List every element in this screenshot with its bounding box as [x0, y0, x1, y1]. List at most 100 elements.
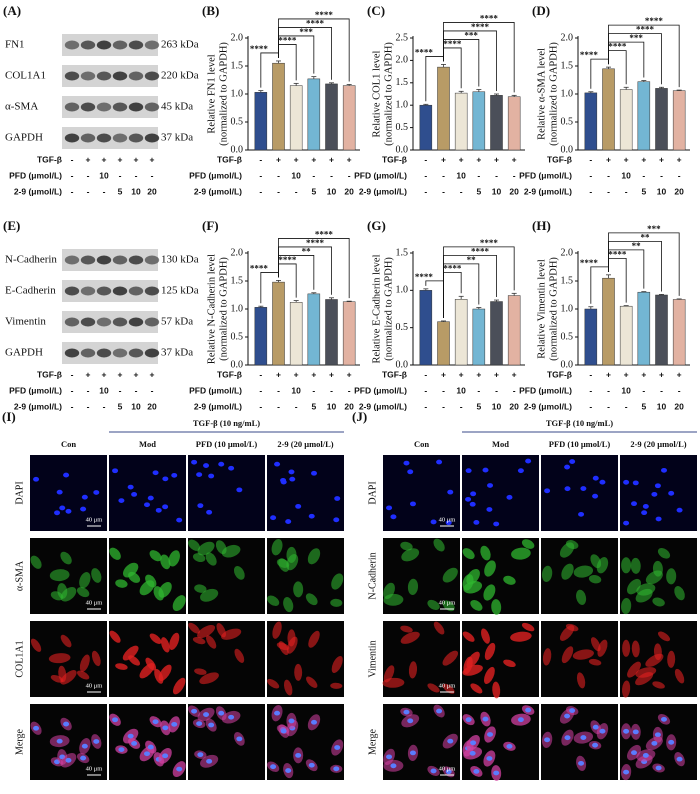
- significance-label: **: [467, 255, 477, 265]
- nucleus: [436, 708, 443, 714]
- nucleus: [131, 492, 138, 497]
- significance-label: **: [302, 247, 312, 257]
- treatment-value: -: [348, 385, 351, 395]
- blot-band: [112, 71, 128, 81]
- treatment-value: -: [642, 170, 645, 180]
- nucleus: [465, 468, 472, 474]
- blot-band: [80, 40, 96, 50]
- cell: [636, 583, 656, 596]
- treatment-value: -: [660, 385, 663, 395]
- micrograph: [267, 621, 344, 697]
- treatment-value: -: [259, 154, 262, 164]
- nucleus: [592, 724, 599, 730]
- cell: [76, 587, 90, 598]
- treatment-value: -: [259, 186, 262, 196]
- treatment-value: +: [134, 154, 139, 164]
- panel-label: (I): [2, 409, 16, 424]
- nucleus: [65, 757, 72, 763]
- treatment-value: -: [277, 385, 280, 395]
- cell: [145, 574, 157, 588]
- nucleus: [206, 758, 213, 764]
- blot-band: [128, 255, 144, 265]
- micrograph: [541, 621, 618, 697]
- nucleus: [642, 753, 649, 758]
- treatment-value: -: [513, 385, 516, 395]
- blot-band: [144, 317, 160, 327]
- nucleus: [447, 489, 454, 495]
- treatment-value: -: [151, 170, 154, 180]
- micrograph: [30, 704, 107, 780]
- treatment-value: -: [424, 186, 427, 196]
- bar: [307, 78, 321, 151]
- treatment-value: 5: [118, 401, 123, 411]
- bar: [437, 321, 450, 366]
- scale-bar-label: 40 μm: [439, 599, 456, 606]
- blot-band: [112, 286, 128, 296]
- treatment-value: -: [589, 385, 592, 395]
- blot-band: [128, 317, 144, 327]
- nucleus: [33, 725, 40, 731]
- y-tick-label: 1.5: [561, 275, 574, 286]
- y-tick-label: 0.0: [231, 359, 244, 370]
- nucleus: [403, 460, 410, 466]
- panel-label: (J): [352, 409, 367, 424]
- cell: [216, 623, 226, 638]
- nucleus: [228, 465, 235, 471]
- cell: [91, 650, 101, 667]
- cell: [172, 677, 186, 695]
- blot-band: [64, 286, 80, 296]
- significance-label: **: [632, 241, 642, 251]
- significance-label: ****: [480, 13, 499, 23]
- protein-size: 220 kDa: [161, 70, 199, 82]
- bar: [602, 68, 615, 151]
- nucleus: [651, 491, 658, 497]
- micrograph: [462, 455, 539, 531]
- treatment-value: -: [442, 186, 445, 196]
- nucleus: [191, 708, 198, 714]
- treatment-value: -: [277, 401, 280, 411]
- cell: [192, 637, 206, 645]
- blot-band: [128, 102, 144, 112]
- cell: [48, 653, 71, 664]
- cell: [272, 621, 282, 639]
- treatment-value: 10: [291, 170, 301, 180]
- treatment-value: -: [460, 186, 463, 196]
- micrograph: [109, 538, 186, 614]
- protein-size: 37 kDa: [161, 132, 193, 144]
- significance-label: ***: [299, 27, 313, 37]
- treatment-value: -: [312, 385, 315, 395]
- cell: [30, 638, 42, 652]
- treatment-value: +: [276, 154, 281, 164]
- blot-band: [64, 255, 80, 265]
- nucleus: [544, 737, 551, 743]
- blot-band: [144, 102, 160, 112]
- cell: [470, 683, 483, 694]
- nucleus: [631, 750, 638, 756]
- cell: [622, 639, 631, 657]
- cell: [194, 668, 207, 675]
- y-axis-label: (normalized to GAPDH): [218, 257, 229, 361]
- y-tick-label: 2.5: [396, 32, 409, 43]
- treatment-value: +: [512, 154, 517, 164]
- cell: [233, 565, 245, 580]
- cell: [462, 548, 475, 560]
- treatment-value: 20: [147, 401, 157, 411]
- y-tick-label: 1.0: [396, 285, 409, 296]
- blot-band: [80, 71, 96, 81]
- cell: [30, 555, 42, 569]
- treatment-label: PFD (μmol/L): [9, 385, 62, 395]
- treatment-label: 2-9 (μmol/L): [524, 401, 572, 411]
- treatment-label: PFD (μmol/L): [189, 170, 242, 180]
- treatment-value: +: [102, 369, 107, 379]
- nucleus: [445, 769, 452, 775]
- nucleus: [580, 486, 587, 491]
- treatment-label: TGF-β: [547, 154, 572, 164]
- treatment-value: -: [607, 170, 610, 180]
- protein-size: 37 kDa: [161, 347, 193, 359]
- treatment-value: 10: [327, 401, 337, 411]
- nucleus: [270, 764, 277, 770]
- cell: [331, 655, 343, 674]
- cell: [330, 682, 343, 689]
- nucleus: [112, 717, 119, 723]
- nucleus: [623, 728, 630, 734]
